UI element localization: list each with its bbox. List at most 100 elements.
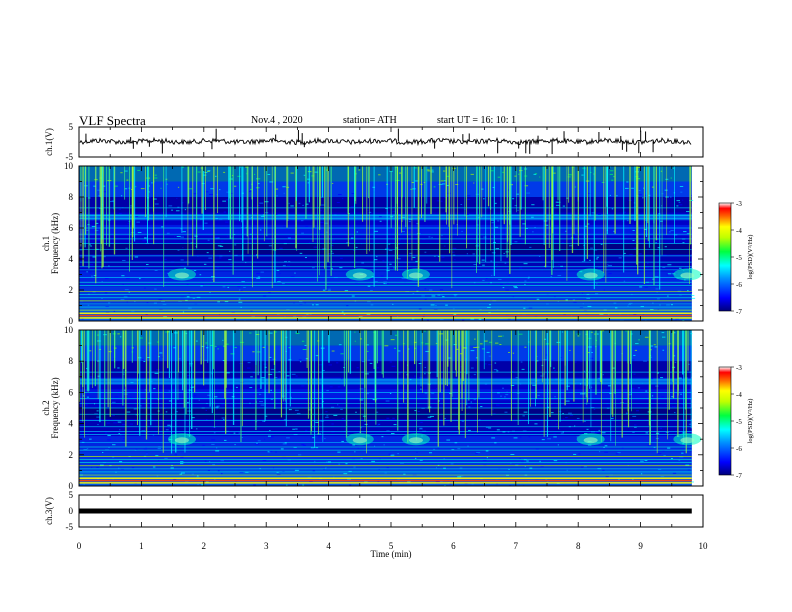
noise-speckle [309, 480, 313, 482]
noise-speckle [674, 361, 677, 363]
noise-speckle [460, 204, 463, 206]
noise-speckle [473, 346, 477, 348]
noise-speckle [488, 355, 491, 357]
noise-speckle [550, 276, 553, 278]
noise-speckle [107, 439, 111, 441]
noise-speckle [284, 316, 286, 318]
noise-speckle [662, 450, 665, 452]
noise-speckle [524, 185, 529, 187]
noise-speckle [456, 348, 459, 350]
noise-speckle [679, 185, 684, 187]
noise-speckle [498, 278, 502, 280]
noise-speckle [262, 459, 267, 461]
noise-speckle [685, 464, 690, 466]
noise-speckle [414, 347, 417, 349]
chorus-core [408, 272, 423, 279]
noise-speckle [306, 399, 309, 401]
noise-speckle [106, 422, 110, 424]
noise-speckle [473, 374, 476, 376]
noise-speckle [523, 307, 526, 309]
noise-speckle [581, 261, 584, 263]
noise-speckle [662, 336, 666, 338]
noise-speckle [687, 363, 690, 365]
colorbar-tick-label: -4 [736, 227, 742, 235]
noise-speckle [230, 192, 234, 194]
noise-speckle [220, 460, 225, 462]
noise-speckle [101, 281, 103, 283]
noise-speckle [603, 289, 605, 291]
noise-speckle [315, 421, 319, 423]
ch3-waveform [79, 508, 692, 514]
noise-speckle [421, 295, 425, 297]
noise-speckle [481, 348, 486, 350]
noise-speckle [608, 264, 613, 266]
noise-speckle [80, 240, 83, 242]
noise-speckle [479, 309, 482, 311]
noise-speckle [350, 206, 355, 208]
noise-speckle [393, 424, 397, 426]
noise-speckle [152, 198, 157, 200]
noise-speckle [158, 390, 163, 392]
noise-speckle [336, 202, 340, 204]
ch1-spectrogram [79, 166, 702, 321]
noise-speckle [595, 258, 599, 260]
noise-speckle [301, 444, 305, 446]
noise-speckle [160, 187, 162, 189]
y-axis-label: Frequency (kHz) [50, 377, 60, 438]
noise-speckle [124, 289, 129, 291]
noise-speckle [154, 372, 159, 374]
noise-speckle [567, 176, 571, 178]
noise-speckle [457, 476, 462, 478]
noise-speckle [459, 467, 463, 469]
noise-speckle [304, 257, 307, 259]
noise-speckle [420, 421, 423, 423]
noise-speckle [322, 369, 325, 371]
noise-speckle [554, 296, 556, 298]
noise-speckle [656, 291, 658, 293]
noise-speckle [103, 256, 106, 258]
noise-speckle [361, 361, 366, 363]
noise-speckle [154, 288, 157, 290]
noise-speckle [224, 439, 227, 441]
noise-speckle [112, 415, 115, 417]
noise-speckle [587, 305, 592, 307]
noise-speckle [392, 417, 395, 419]
noise-speckle [686, 233, 689, 235]
noise-speckle [584, 433, 588, 435]
frequency-band [79, 255, 692, 267]
noise-speckle [238, 398, 241, 400]
noise-speckle [350, 225, 352, 227]
noise-speckle [268, 245, 273, 247]
noise-speckle [610, 170, 614, 172]
noise-speckle [120, 172, 123, 174]
noise-speckle [295, 332, 300, 334]
noise-speckle [229, 250, 231, 252]
noise-speckle [262, 346, 265, 348]
noise-speckle [320, 264, 323, 266]
noise-speckle [461, 319, 465, 321]
noise-speckle [344, 363, 347, 365]
noise-speckle [145, 313, 148, 315]
noise-speckle [93, 275, 97, 277]
noise-speckle [511, 371, 514, 373]
noise-speckle [656, 432, 660, 434]
noise-speckle [322, 248, 326, 250]
noise-speckle [180, 456, 184, 458]
colorbar-label: log(PSD)(V²/Hz) [747, 399, 754, 444]
colorbar [718, 202, 732, 312]
noise-speckle [624, 425, 627, 427]
noise-speckle [433, 186, 436, 188]
noise-speckle [431, 392, 435, 394]
noise-speckle [155, 455, 159, 457]
noise-speckle [627, 305, 629, 307]
noise-speckle [227, 286, 230, 288]
noise-speckle [95, 222, 99, 224]
noise-speckle [182, 247, 184, 249]
noise-speckle [534, 226, 536, 228]
noise-speckle [650, 345, 654, 347]
noise-speckle [290, 172, 294, 174]
noise-speckle [315, 304, 319, 306]
noise-speckle [108, 446, 110, 448]
noise-speckle [343, 473, 348, 475]
noise-speckle [125, 443, 128, 445]
